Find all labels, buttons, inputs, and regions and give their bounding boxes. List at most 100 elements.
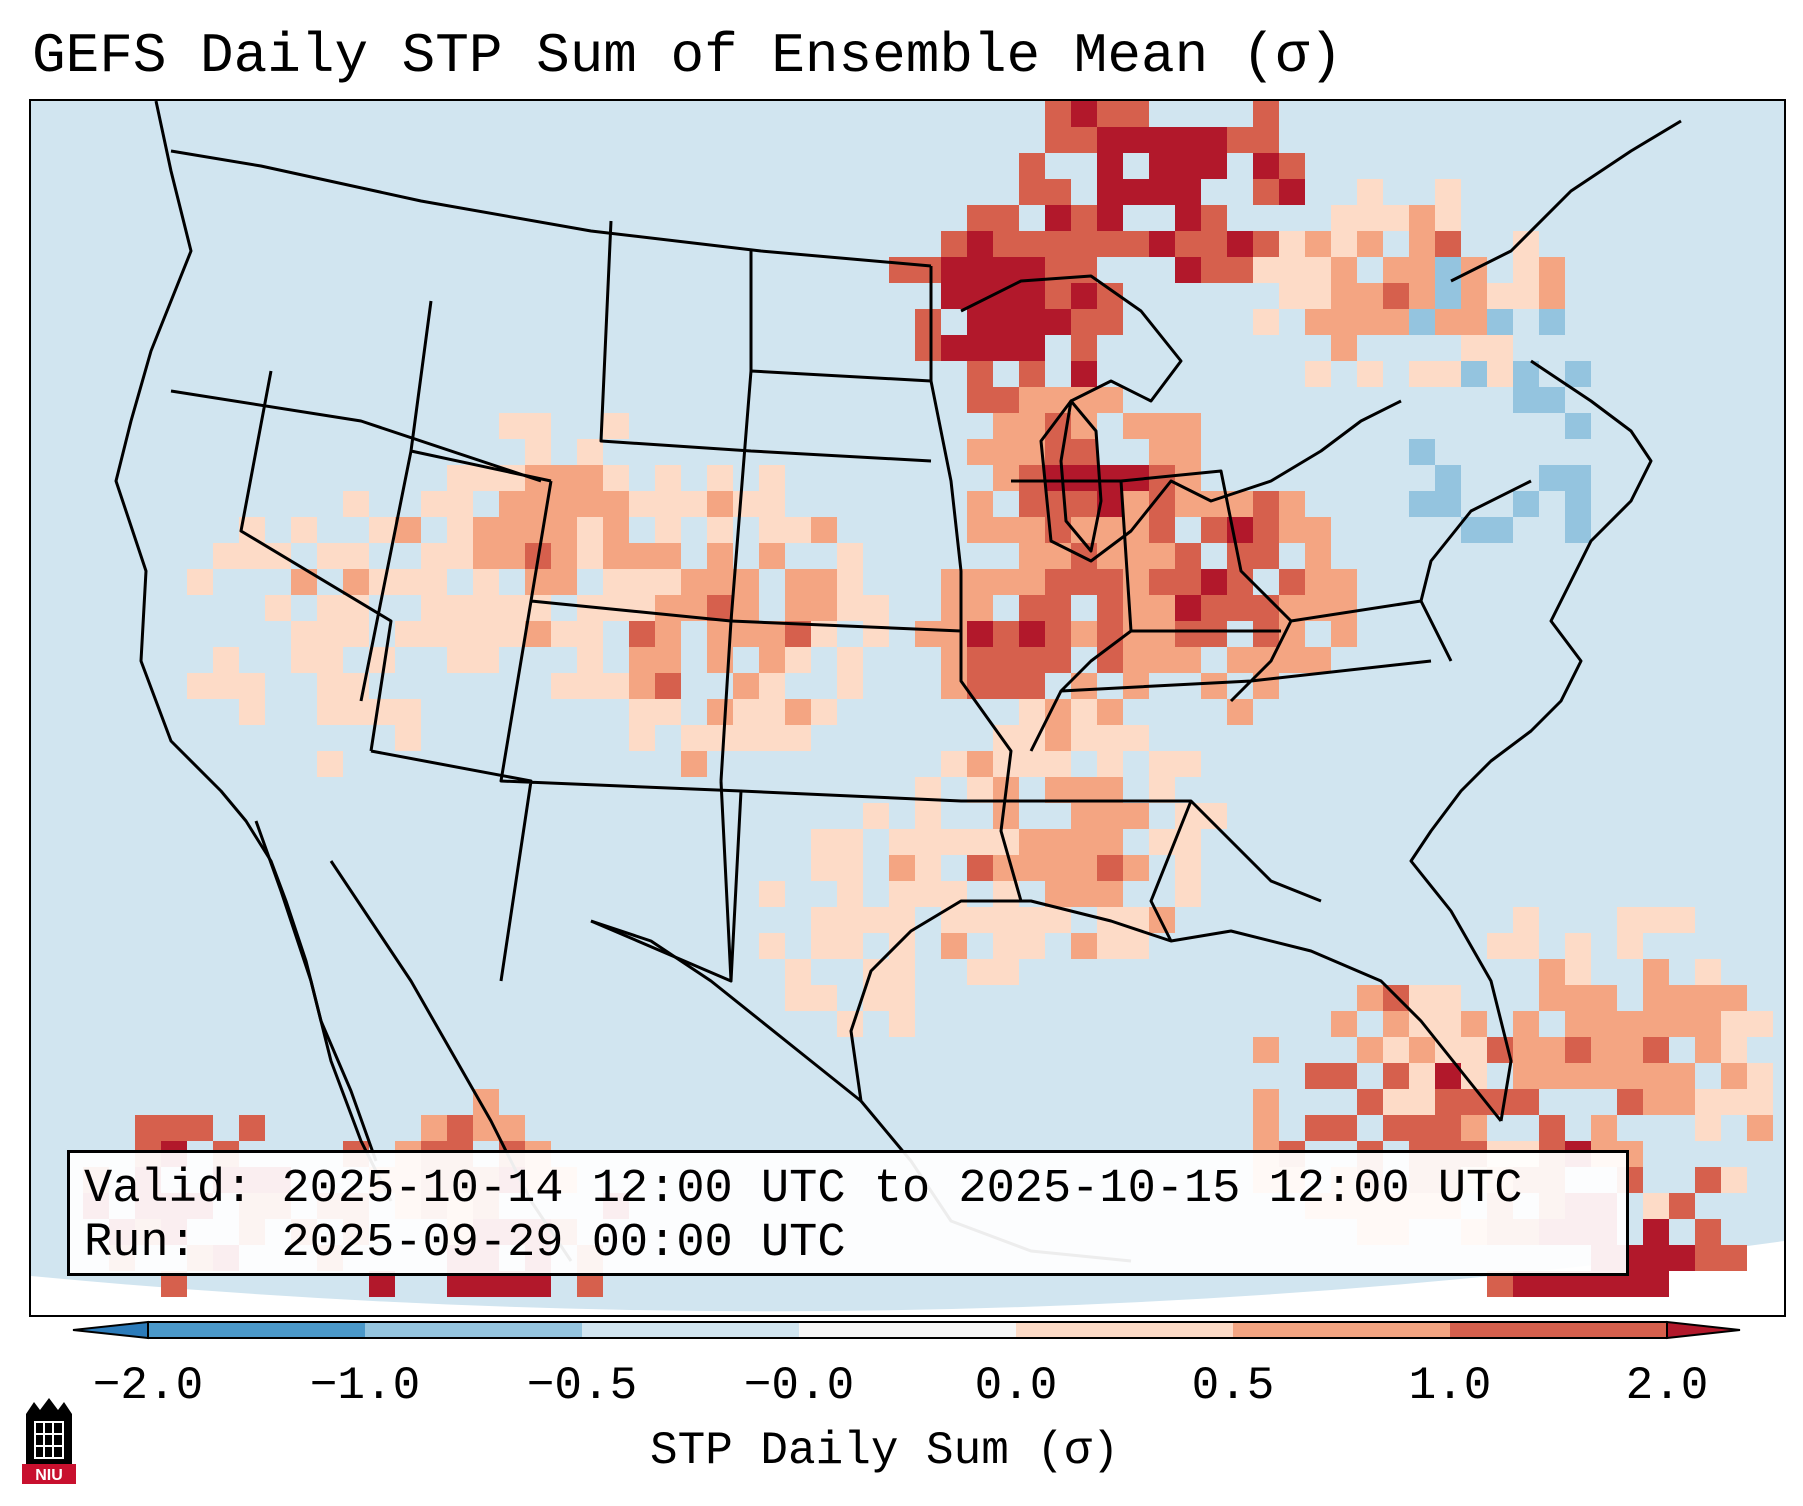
anomaly-cell-negative [1565, 413, 1591, 439]
anomaly-cell [1279, 595, 1305, 621]
anomaly-cell [291, 621, 317, 647]
anomaly-cell [889, 985, 915, 1011]
anomaly-cell [629, 569, 655, 595]
anomaly-cell [837, 933, 863, 959]
anomaly-cell [1305, 647, 1331, 673]
anomaly-cell [395, 699, 421, 725]
anomaly-cell [1097, 127, 1123, 153]
anomaly-cell [915, 881, 941, 907]
anomaly-cell [759, 465, 785, 491]
anomaly-cell [577, 439, 603, 465]
anomaly-cell [1409, 1037, 1435, 1063]
anomaly-cell [967, 569, 993, 595]
anomaly-cell [161, 1115, 187, 1141]
anomaly-cell [1071, 725, 1097, 751]
anomaly-cell [993, 257, 1019, 283]
anomaly-cell [733, 569, 759, 595]
anomaly-cell [681, 751, 707, 777]
anomaly-cell [1175, 153, 1201, 179]
anomaly-cell [993, 205, 1019, 231]
anomaly-cell [1435, 985, 1461, 1011]
anomaly-cell [1097, 699, 1123, 725]
anomaly-cell [291, 647, 317, 673]
anomaly-cell [707, 465, 733, 491]
anomaly-cell [889, 959, 915, 985]
anomaly-cell [863, 595, 889, 621]
anomaly-cell [993, 439, 1019, 465]
anomaly-cell [1227, 257, 1253, 283]
anomaly-cell [499, 543, 525, 569]
anomaly-cell [733, 699, 759, 725]
anomaly-cell [759, 517, 785, 543]
colorbar-bin-4 [799, 1322, 1016, 1338]
anomaly-cell [1279, 153, 1305, 179]
anomaly-cell [1617, 1063, 1643, 1089]
anomaly-cell [1097, 205, 1123, 231]
anomaly-cell [1409, 1063, 1435, 1089]
anomaly-cell [785, 725, 811, 751]
colorbar-extend-low [72, 1320, 149, 1340]
colorbar-tick-label: −0.0 [743, 1360, 855, 1412]
anomaly-cell [1721, 1063, 1747, 1089]
anomaly-cell [421, 491, 447, 517]
anomaly-cell [1565, 1011, 1591, 1037]
anomaly-cell [1617, 933, 1643, 959]
anomaly-cell [941, 231, 967, 257]
colorbar-bin-2 [365, 1322, 582, 1338]
colorbar-outline [147, 1321, 1668, 1339]
colorbar-bin-1 [148, 1322, 365, 1338]
anomaly-cell [1149, 439, 1175, 465]
anomaly-cell [1149, 517, 1175, 543]
colorbar-bin-7 [1450, 1322, 1667, 1338]
anomaly-cell [1019, 231, 1045, 257]
anomaly-cell [1721, 1167, 1747, 1193]
anomaly-cell [343, 543, 369, 569]
anomaly-cell [1331, 283, 1357, 309]
anomaly-cell [967, 335, 993, 361]
anomaly-cell [421, 595, 447, 621]
anomaly-cell [317, 621, 343, 647]
anomaly-cell [1461, 1115, 1487, 1141]
anomaly-cell [733, 621, 759, 647]
anomaly-cell [759, 881, 785, 907]
colorbar [72, 1320, 1741, 1340]
anomaly-cell [993, 803, 1019, 829]
colorbar-tick-label: 0.5 [1191, 1360, 1275, 1412]
anomaly-cell [967, 595, 993, 621]
anomaly-cell [1279, 569, 1305, 595]
colorbar-tick-label: −1.0 [309, 1360, 421, 1412]
anomaly-cell [1019, 283, 1045, 309]
anomaly-cell-negative [1435, 465, 1461, 491]
anomaly-cell [1123, 855, 1149, 881]
anomaly-cell [187, 673, 213, 699]
anomaly-cell [1305, 231, 1331, 257]
anomaly-cell [1539, 1037, 1565, 1063]
anomaly-cell [889, 933, 915, 959]
anomaly-cell [837, 595, 863, 621]
anomaly-cell [993, 413, 1019, 439]
anomaly-cell [1253, 127, 1279, 153]
anomaly-cell [1539, 257, 1565, 283]
anomaly-cell [1435, 1037, 1461, 1063]
anomaly-cell [1019, 543, 1045, 569]
state-lines-east [1011, 469, 1532, 942]
anomaly-cell [1461, 1037, 1487, 1063]
logo-windows [34, 1421, 64, 1459]
anomaly-cell-negative [1539, 465, 1565, 491]
anomaly-cell [1071, 829, 1097, 855]
anomaly-cell [1149, 543, 1175, 569]
anomaly-cell [967, 231, 993, 257]
anomaly-cell [1019, 933, 1045, 959]
anomaly-cell [993, 569, 1019, 595]
anomaly-cell [1019, 153, 1045, 179]
anomaly-cell [629, 699, 655, 725]
anomaly-cell [889, 1011, 915, 1037]
anomaly-cell [967, 257, 993, 283]
logo-banner [22, 1464, 76, 1484]
map-domain-background [31, 101, 1784, 1312]
anomaly-cell [1175, 465, 1201, 491]
anomaly-cell [343, 699, 369, 725]
anomaly-cell [1097, 621, 1123, 647]
anomaly-cell [1357, 179, 1383, 205]
anomaly-cell [1123, 595, 1149, 621]
